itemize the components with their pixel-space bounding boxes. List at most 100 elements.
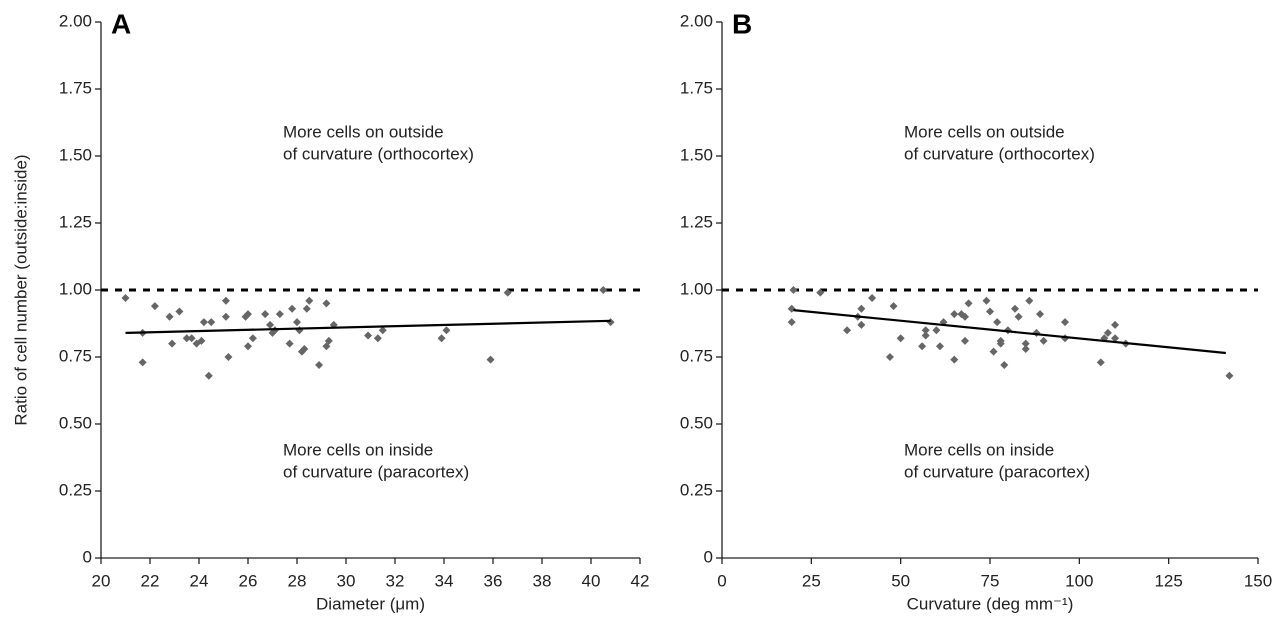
- y-tick-label: 1.50: [59, 145, 92, 164]
- data-point: [889, 302, 898, 311]
- data-point: [315, 361, 324, 370]
- data-point: [150, 302, 159, 311]
- y-tick-label: 1.75: [680, 78, 713, 97]
- data-point: [1096, 358, 1105, 367]
- y-tick-label: 2.00: [680, 11, 713, 30]
- annotation: More cells on inside: [904, 440, 1054, 459]
- data-point: [175, 307, 184, 316]
- data-point: [288, 304, 297, 313]
- trend-line: [125, 319, 611, 334]
- data-point: [285, 339, 294, 348]
- x-tick-label: 20: [92, 571, 111, 590]
- data-point: [199, 318, 208, 327]
- x-tick-label: 25: [802, 571, 821, 590]
- data-point: [275, 310, 284, 319]
- annotation: More cells on outside: [283, 122, 444, 141]
- data-point: [293, 318, 301, 327]
- y-axis-label: Ratio of cell number (outside:inside): [11, 154, 30, 425]
- data-point: [1225, 371, 1234, 380]
- data-point: [787, 304, 796, 313]
- data-point: [921, 326, 930, 335]
- data-point: [843, 326, 852, 335]
- trend-line: [793, 309, 1226, 355]
- x-tick-label: 150: [1244, 571, 1272, 590]
- data-point: [950, 355, 959, 364]
- y-tick-label: 0.75: [680, 346, 713, 365]
- data-point: [261, 310, 270, 319]
- data-point: [207, 318, 216, 327]
- data-point: [138, 358, 147, 367]
- y-tick-label: 0.25: [680, 480, 713, 499]
- annotation: More cells on outside: [904, 122, 1065, 141]
- data-point: [857, 304, 866, 313]
- data-point: [244, 342, 252, 351]
- x-tick-label: 36: [484, 571, 503, 590]
- data-point: [224, 353, 233, 361]
- data-point: [266, 320, 275, 329]
- x-tick-label: 28: [288, 571, 307, 590]
- x-tick-label: 38: [533, 571, 552, 590]
- data-point: [993, 318, 1002, 327]
- data-point: [935, 342, 944, 351]
- data-point: [378, 326, 387, 335]
- data-point: [364, 331, 373, 340]
- x-tick-label: 40: [582, 571, 601, 590]
- data-point: [1011, 304, 1020, 313]
- data-point: [918, 342, 927, 351]
- x-tick-label: 100: [1065, 571, 1093, 590]
- data-point: [868, 294, 877, 303]
- data-point: [486, 355, 495, 364]
- data-point: [1014, 312, 1023, 321]
- data-point: [168, 339, 177, 348]
- x-tick-label: 22: [141, 571, 160, 590]
- x-tick-label: 42: [631, 571, 650, 590]
- data-point: [1000, 361, 1009, 370]
- data-point: [960, 312, 969, 321]
- x-tick-label: 125: [1154, 571, 1182, 590]
- y-tick-label: 0.50: [680, 413, 713, 432]
- data-point: [1021, 339, 1030, 348]
- data-point: [989, 347, 998, 356]
- data-point: [1103, 328, 1112, 337]
- data-point: [1025, 296, 1034, 305]
- annotation: of curvature (paracortex): [283, 462, 469, 481]
- data-point: [606, 318, 615, 327]
- y-tick-label: 0.25: [59, 480, 92, 499]
- annotation: of curvature (orthocortex): [283, 144, 474, 163]
- x-tick-label: 26: [239, 571, 258, 590]
- y-tick-label: 1.00: [59, 279, 92, 298]
- data-point: [789, 286, 798, 294]
- x-tick-label: 75: [981, 571, 1000, 590]
- data-point: [885, 353, 894, 361]
- x-axis-label: Curvature (deg mm⁻¹): [907, 594, 1074, 613]
- data-point: [921, 331, 930, 340]
- data-point: [982, 296, 991, 305]
- data-point: [503, 288, 512, 297]
- x-tick-label: 30: [337, 571, 356, 590]
- data-point: [1111, 320, 1120, 329]
- y-tick-label: 0.75: [59, 346, 92, 365]
- x-tick-label: 50: [891, 571, 910, 590]
- data-point: [244, 310, 252, 319]
- data-point: [182, 334, 191, 343]
- data-point: [305, 296, 314, 305]
- y-tick-label: 2.00: [59, 11, 92, 30]
- data-point: [221, 296, 230, 305]
- data-point: [932, 326, 941, 335]
- x-tick-label: 0: [717, 571, 726, 590]
- data-point: [599, 286, 608, 294]
- data-point: [121, 294, 130, 303]
- y-tick-label: 1.75: [59, 78, 92, 97]
- y-tick-label: 0: [704, 547, 713, 566]
- data-point: [986, 307, 994, 316]
- x-tick-label: 34: [435, 571, 454, 590]
- data-point: [950, 310, 959, 319]
- y-tick-label: 1.25: [59, 212, 92, 231]
- x-tick-label: 24: [190, 571, 209, 590]
- data-point: [787, 318, 796, 327]
- data-point: [896, 334, 905, 343]
- data-point: [1111, 334, 1120, 343]
- data-point: [373, 334, 382, 343]
- annotation: of curvature (paracortex): [904, 462, 1090, 481]
